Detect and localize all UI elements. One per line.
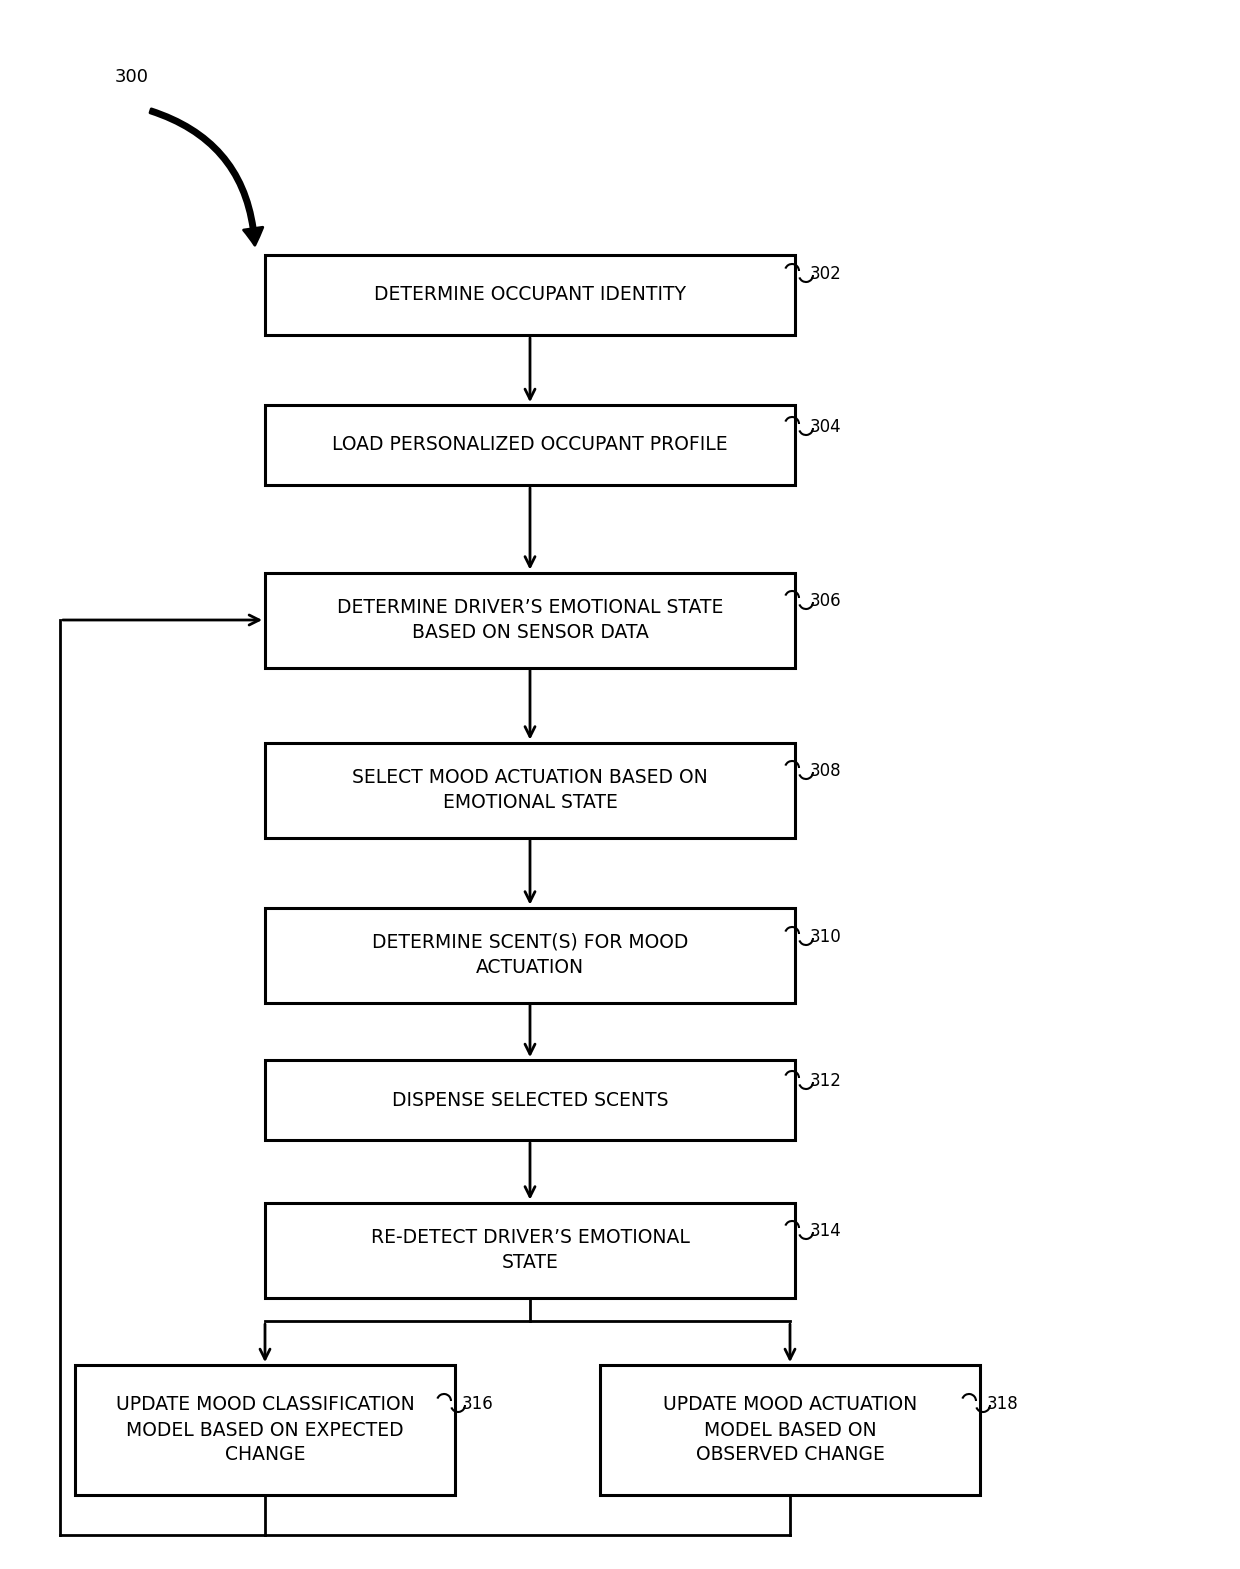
Text: 310: 310 [810,927,842,946]
Text: 314: 314 [810,1222,842,1240]
FancyBboxPatch shape [265,573,795,667]
Text: 316: 316 [463,1395,494,1414]
Text: 300: 300 [115,67,149,86]
Text: 308: 308 [810,763,842,780]
FancyBboxPatch shape [265,256,795,336]
Text: 312: 312 [810,1072,842,1090]
Text: DETERMINE SCENT(S) FOR MOOD
ACTUATION: DETERMINE SCENT(S) FOR MOOD ACTUATION [372,934,688,977]
Text: DISPENSE SELECTED SCENTS: DISPENSE SELECTED SCENTS [392,1090,668,1109]
Text: LOAD PERSONALIZED OCCUPANT PROFILE: LOAD PERSONALIZED OCCUPANT PROFILE [332,436,728,455]
Text: 302: 302 [810,265,842,282]
FancyBboxPatch shape [265,1202,795,1298]
Text: 304: 304 [810,417,842,436]
FancyArrowPatch shape [150,108,263,245]
FancyBboxPatch shape [265,907,795,1003]
Text: DETERMINE DRIVER’S EMOTIONAL STATE
BASED ON SENSOR DATA: DETERMINE DRIVER’S EMOTIONAL STATE BASED… [337,598,723,642]
FancyBboxPatch shape [600,1365,980,1495]
FancyBboxPatch shape [265,1061,795,1141]
FancyBboxPatch shape [265,405,795,485]
FancyBboxPatch shape [265,742,795,838]
Text: UPDATE MOOD ACTUATION
MODEL BASED ON
OBSERVED CHANGE: UPDATE MOOD ACTUATION MODEL BASED ON OBS… [663,1395,918,1464]
Text: DETERMINE OCCUPANT IDENTITY: DETERMINE OCCUPANT IDENTITY [374,286,686,304]
FancyBboxPatch shape [74,1365,455,1495]
Text: RE-DETECT DRIVER’S EMOTIONAL
STATE: RE-DETECT DRIVER’S EMOTIONAL STATE [371,1229,689,1272]
Text: SELECT MOOD ACTUATION BASED ON
EMOTIONAL STATE: SELECT MOOD ACTUATION BASED ON EMOTIONAL… [352,767,708,813]
Text: 306: 306 [810,592,842,610]
Text: 318: 318 [987,1395,1019,1414]
Text: UPDATE MOOD CLASSIFICATION
MODEL BASED ON EXPECTED
CHANGE: UPDATE MOOD CLASSIFICATION MODEL BASED O… [115,1395,414,1464]
